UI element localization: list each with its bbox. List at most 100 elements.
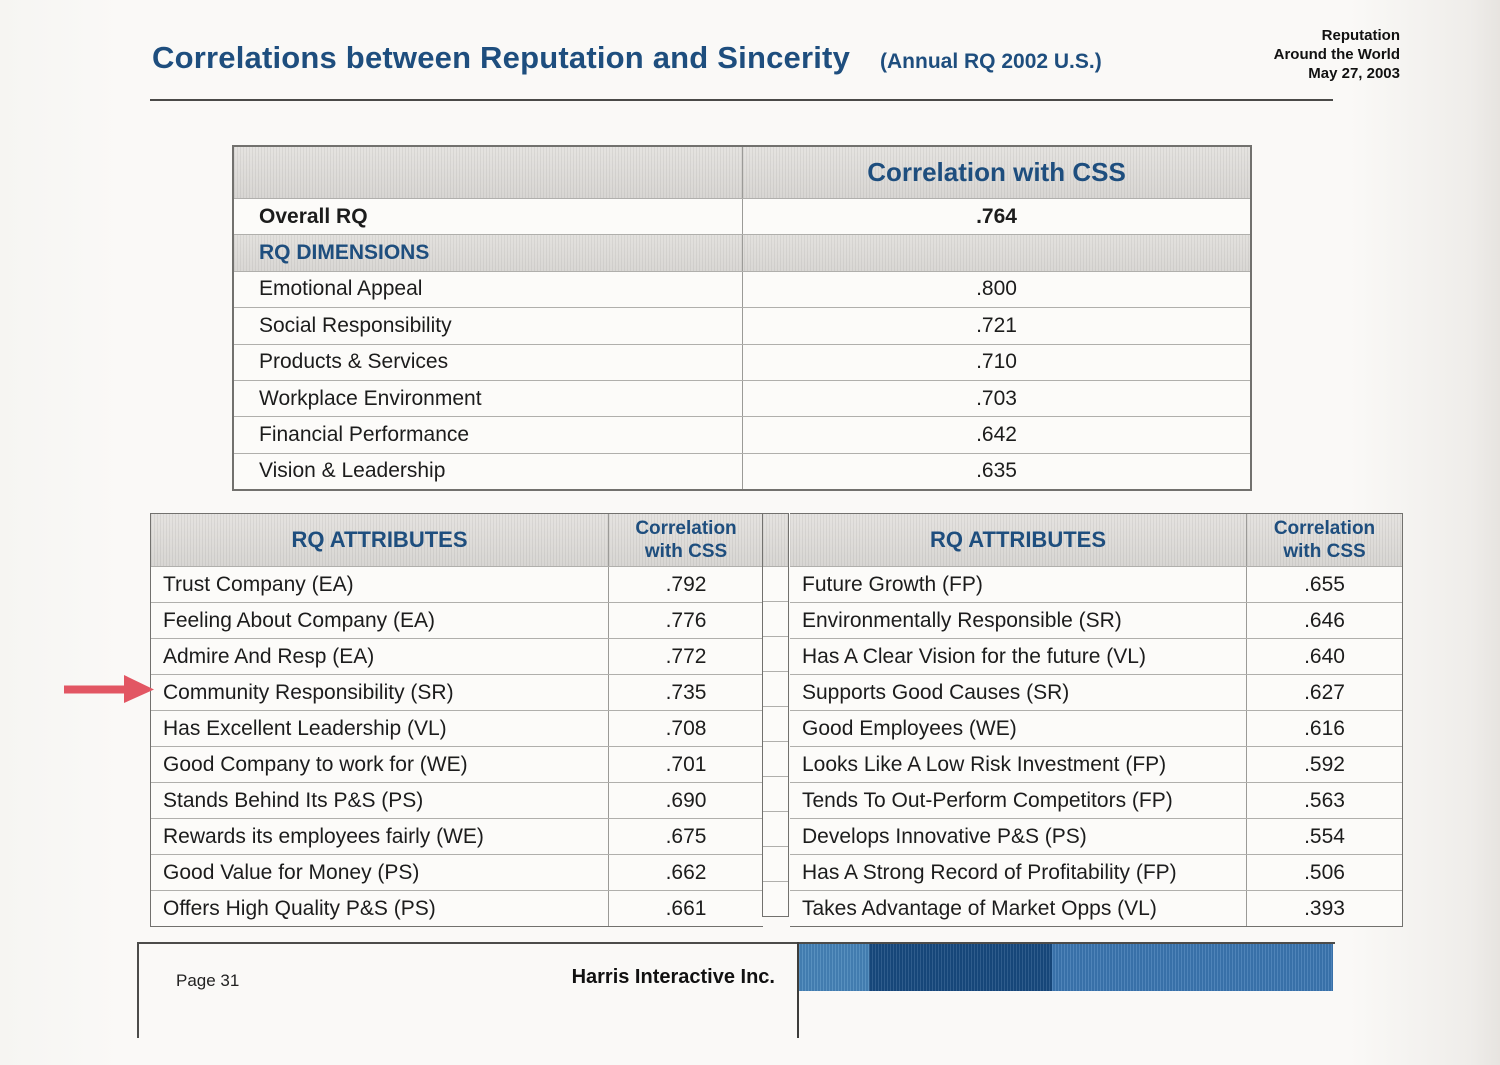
attribute-label: Looks Like A Low Risk Investment (FP) xyxy=(802,752,1167,776)
correlation-value: .703 xyxy=(742,380,1250,417)
attribute-label: Good Employees (WE) xyxy=(802,716,1017,740)
footer-bar-segment xyxy=(799,944,869,991)
attribute-label: Has A Clear Vision for the future (VL) xyxy=(802,644,1146,668)
footer-left-line xyxy=(137,942,139,1038)
attribute-label: Good Value for Money (PS) xyxy=(163,860,420,884)
attribute-row: Admire And Resp (EA) .772 xyxy=(151,638,763,674)
attribute-label: Admire And Resp (EA) xyxy=(163,644,375,668)
footer-bar-segment xyxy=(869,944,1052,991)
attribute-correlation: .655 xyxy=(1246,567,1402,602)
correlation-header-right: Correlation with CSS xyxy=(1246,514,1402,566)
attribute-row: Stands Behind Its P&S (PS) .690 xyxy=(151,782,763,818)
deck-subtitle: Around the World xyxy=(1273,46,1400,63)
correlation-value: .642 xyxy=(742,417,1250,453)
summary-table-row: Financial Performance .642 xyxy=(234,416,1250,453)
attribute-correlation: .506 xyxy=(1246,855,1402,890)
attribute-row: Supports Good Causes (SR) .627 xyxy=(790,674,1402,710)
summary-correlation-header: Correlation with CSS xyxy=(742,147,1250,198)
attribute-label: Community Responsibility (SR) xyxy=(163,680,454,704)
correlation-value: .800 xyxy=(742,271,1250,308)
dimension-label: Social Responsibility xyxy=(259,313,452,337)
attribute-label: Trust Company (EA) xyxy=(163,572,354,596)
attribute-row: Good Value for Money (PS) .662 xyxy=(151,854,763,890)
attributes-table-right: RQ ATTRIBUTES Correlation with CSS Futur… xyxy=(790,513,1403,927)
attribute-correlation: .661 xyxy=(608,891,763,926)
dimension-label: Financial Performance xyxy=(259,423,470,447)
slide-title-row: Correlations between Reputation and Sinc… xyxy=(152,40,1102,76)
attribute-correlation: .675 xyxy=(608,819,763,854)
summary-table-header: Correlation with CSS xyxy=(234,147,1250,198)
correlation-value: .635 xyxy=(742,453,1250,490)
page-number: Page 31 xyxy=(176,971,240,990)
attribute-row: Takes Advantage of Market Opps (VL) .393 xyxy=(790,890,1402,926)
attribute-correlation: .792 xyxy=(608,567,763,602)
attribute-correlation: .772 xyxy=(608,639,763,674)
attributes-left-body: Trust Company (EA) .792 Feeling About Co… xyxy=(151,566,763,926)
attribute-row: Good Employees (WE) .616 xyxy=(790,710,1402,746)
footer-bar-segment xyxy=(1052,944,1333,991)
attribute-row: Future Growth (FP) .655 xyxy=(790,566,1402,602)
attribute-row: Rewards its employees fairly (WE) .675 xyxy=(151,818,763,854)
footer-divider-line xyxy=(797,942,799,1038)
summary-table-row: Overall RQ .764 xyxy=(234,198,1250,235)
attributes-right-header: RQ ATTRIBUTES Correlation with CSS xyxy=(790,514,1402,566)
attribute-correlation: .616 xyxy=(1246,711,1402,746)
attribute-correlation: .627 xyxy=(1246,675,1402,710)
page-title: Correlations between Reputation and Sinc… xyxy=(152,40,851,75)
attribute-correlation: .640 xyxy=(1246,639,1402,674)
deck-info-block: Reputation Around the World May 27, 2003 xyxy=(1274,26,1400,83)
attribute-row: Offers High Quality P&S (PS) .661 xyxy=(151,890,763,926)
attribute-row: Has Excellent Leadership (VL) .708 xyxy=(151,710,763,746)
gap-body-cells xyxy=(763,566,788,916)
company-name: Harris Interactive Inc. xyxy=(571,966,775,988)
attributes-table-left: RQ ATTRIBUTES Correlation with CSS Trust… xyxy=(150,513,763,927)
deck-title: Reputation xyxy=(1321,27,1400,44)
attribute-correlation: .735 xyxy=(608,675,763,710)
attribute-row: Feeling About Company (EA) .776 xyxy=(151,602,763,638)
attribute-row: Has A Clear Vision for the future (VL) .… xyxy=(790,638,1402,674)
attribute-label: Feeling About Company (EA) xyxy=(163,608,435,632)
attribute-row: Has A Strong Record of Profitability (FP… xyxy=(790,854,1402,890)
attribute-label: Stands Behind Its P&S (PS) xyxy=(163,788,424,812)
footer-top-line xyxy=(137,942,1335,944)
title-underline xyxy=(150,99,1333,101)
dimension-label: Vision & Leadership xyxy=(259,459,446,483)
summary-table-row: Workplace Environment .703 xyxy=(234,379,1250,417)
summary-table-row: Emotional Appeal .800 xyxy=(234,270,1250,308)
correlation-header-left: Correlation with CSS xyxy=(608,514,763,566)
highlight-arrow-icon xyxy=(64,675,154,703)
attribute-label: Has Excellent Leadership (VL) xyxy=(163,716,447,740)
attribute-row: Community Responsibility (SR) .735 xyxy=(151,674,763,710)
attribute-label: Has A Strong Record of Profitability (FP… xyxy=(802,860,1177,884)
attribute-label: Rewards its employees fairly (WE) xyxy=(163,824,484,848)
correlation-value: .710 xyxy=(742,344,1250,380)
attribute-correlation: .554 xyxy=(1246,819,1402,854)
summary-table-row: Vision & Leadership .635 xyxy=(234,452,1250,490)
dimension-label: RQ DIMENSIONS xyxy=(259,241,430,265)
correlation-value xyxy=(742,235,1250,271)
attribute-correlation: .393 xyxy=(1246,891,1402,926)
dimension-label: Emotional Appeal xyxy=(259,277,423,301)
attributes-right-body: Future Growth (FP) .655 Environmentally … xyxy=(790,566,1402,926)
summary-table: Correlation with CSS Overall RQ .764 RQ … xyxy=(232,145,1252,492)
deck-date: May 27, 2003 xyxy=(1308,65,1400,82)
gap-header-cell xyxy=(763,514,788,566)
dimension-label: Products & Services xyxy=(259,350,449,374)
attribute-row: Trust Company (EA) .792 xyxy=(151,566,763,602)
attribute-correlation: .592 xyxy=(1246,747,1402,782)
attribute-label: Environmentally Responsible (SR) xyxy=(802,608,1122,632)
dimension-label: Workplace Environment xyxy=(259,386,482,410)
attributes-header-left: RQ ATTRIBUTES xyxy=(151,514,608,566)
summary-table-row: Social Responsibility .721 xyxy=(234,307,1250,344)
correlation-value: .764 xyxy=(742,199,1250,235)
attributes-left-header: RQ ATTRIBUTES Correlation with CSS xyxy=(151,514,763,566)
attribute-row: Develops Innovative P&S (PS) .554 xyxy=(790,818,1402,854)
attribute-label: Tends To Out-Perform Competitors (FP) xyxy=(802,788,1173,812)
attribute-label: Future Growth (FP) xyxy=(802,572,983,596)
attribute-correlation: .563 xyxy=(1246,783,1402,818)
summary-table-row: Products & Services .710 xyxy=(234,343,1250,380)
attribute-correlation: .708 xyxy=(608,711,763,746)
attribute-row: Looks Like A Low Risk Investment (FP) .5… xyxy=(790,746,1402,782)
attribute-row: Tends To Out-Perform Competitors (FP) .5… xyxy=(790,782,1402,818)
attribute-correlation: .701 xyxy=(608,747,763,782)
